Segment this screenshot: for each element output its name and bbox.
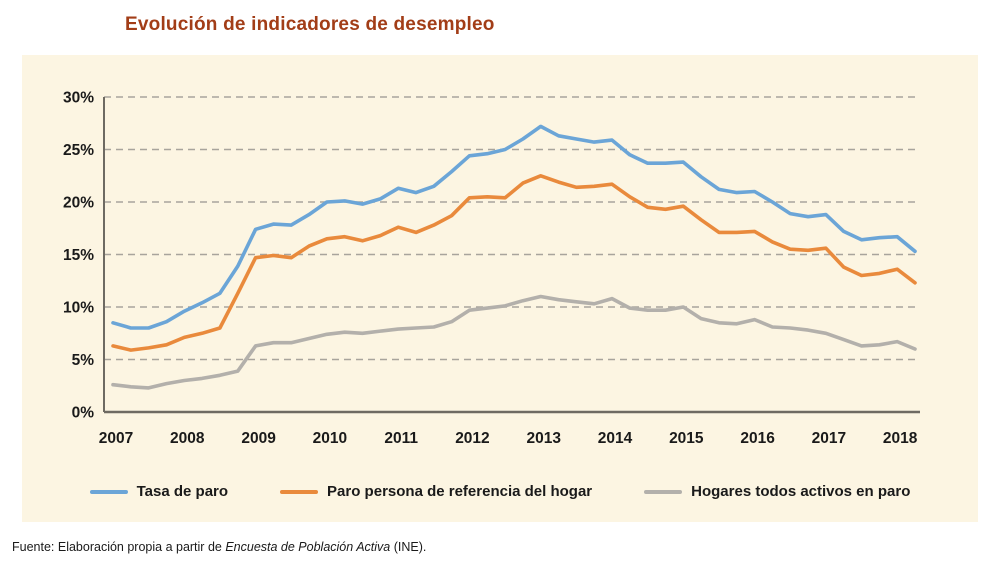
- x-tick-label: 2011: [384, 430, 418, 447]
- x-tick-label: 2009: [241, 430, 276, 447]
- y-tick-label: 0%: [72, 405, 95, 422]
- legend-swatch-orange-line: [280, 489, 319, 494]
- x-tick-label: 2015: [669, 430, 704, 447]
- x-tick-label: 2012: [455, 430, 489, 447]
- source-note-survey-name: Encuesta de Población Activa: [225, 540, 391, 554]
- legend-swatch-blue-line: [89, 489, 128, 494]
- line-chart: 0% 5% 10% 15% 20% 25% 30% 2007 2008 2009 2010 2011 2…: [63, 90, 920, 447]
- series-line-tasa-de-paro: [111, 124, 917, 330]
- legend-swatch-gray-line: [644, 489, 683, 494]
- source-note-prefix: Fuente: Elaboración propia a partir de: [12, 540, 226, 554]
- y-tick-label: 15%: [63, 247, 94, 264]
- x-tick-label: 2018: [883, 430, 918, 447]
- chart-title: Evolución de indicadores de desempleo: [125, 14, 495, 35]
- chart-legend: Tasa de paro Paro persona de referencia …: [22, 483, 978, 500]
- y-tick-label: 5%: [72, 352, 95, 369]
- source-note-suffix: (INE).: [390, 540, 427, 554]
- x-tick-label: 2010: [313, 430, 347, 447]
- x-tick-label: 2008: [170, 430, 205, 447]
- legend-item-hogares-activos: Hogares todos activos en paro: [644, 483, 910, 500]
- y-tick-label: 30%: [63, 90, 94, 107]
- series-line-paro-persona-de-referencia-del-hogar: [111, 174, 917, 352]
- y-tick-label: 10%: [63, 300, 94, 317]
- x-tick-label: 2014: [598, 430, 633, 447]
- x-tick-label: 2007: [99, 430, 133, 447]
- legend-label: Tasa de paro: [136, 483, 229, 500]
- legend-item-tasa-de-paro: Tasa de paro: [89, 483, 229, 500]
- x-tick-label: 2016: [740, 430, 775, 447]
- y-tick-label: 20%: [63, 195, 94, 212]
- x-tick-label: 2013: [526, 430, 561, 447]
- legend-label: Hogares todos activos en paro: [691, 483, 911, 500]
- legend-item-paro-referencia: Paro persona de referencia del hogar: [280, 483, 592, 500]
- source-note: Fuente: Elaboración propia a partir de E…: [12, 540, 426, 554]
- chart-panel: 0% 5% 10% 15% 20% 25% 30% 2007 2008 2009 2010 2011 2…: [22, 55, 978, 522]
- legend-label: Paro persona de referencia del hogar: [327, 483, 593, 500]
- x-tick-label: 2017: [812, 430, 846, 447]
- y-tick-label: 25%: [63, 142, 94, 159]
- series-line-hogares-todos-activos-en-paro: [111, 294, 917, 390]
